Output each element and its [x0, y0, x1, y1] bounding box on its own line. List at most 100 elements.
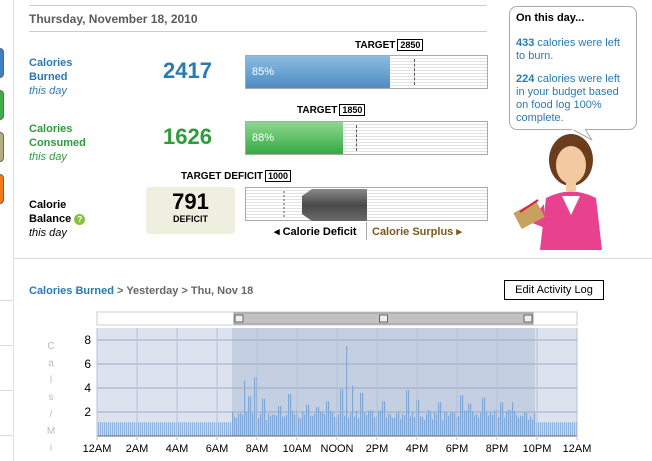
chart-bar: [206, 422, 208, 436]
chart-bar: [214, 422, 216, 436]
chart-bar: [122, 422, 124, 436]
chart-bar: [248, 396, 250, 436]
chart-bar: [512, 402, 514, 436]
chart-bar: [566, 422, 568, 436]
consumed-target-label: TARGET: [297, 105, 338, 116]
chart-x-tick-label: 4AM: [166, 443, 189, 455]
balance-label-line2: Balance: [29, 213, 72, 225]
chart-bar: [384, 401, 386, 436]
date-header: Thursday, November 18, 2010: [29, 12, 198, 26]
help-icon[interactable]: ?: [74, 213, 86, 225]
chart-bar: [364, 411, 366, 436]
chart-bar: [394, 417, 396, 436]
chart-bar: [502, 402, 504, 436]
chart-bar: [342, 389, 344, 436]
consumed-value: 1626: [163, 124, 212, 149]
chart-bar: [318, 407, 320, 436]
chart-bar: [380, 410, 382, 436]
consumed-label[interactable]: Calories Consumed this day: [29, 122, 86, 164]
chart-bar: [142, 422, 144, 436]
chart-bar: [280, 406, 282, 436]
calories-left-to-burn-text: calories were left to burn.: [516, 37, 620, 62]
chart-bar: [180, 422, 182, 436]
chart-bar: [332, 412, 334, 436]
chart-bar: [324, 413, 326, 436]
chart-bar: [104, 422, 106, 436]
chart-y-axis-title-char: /: [49, 409, 53, 420]
calorie-deficit-link[interactable]: ◂ Calorie Deficit: [274, 226, 357, 238]
chart-bar: [266, 420, 268, 436]
breadcrumb-yesterday-link[interactable]: Yesterday: [126, 285, 179, 297]
chart-bar: [406, 390, 408, 436]
chart-bar: [288, 394, 290, 436]
consumed-progress-bar: 88%: [245, 121, 488, 155]
chart-bar: [300, 418, 302, 436]
chart-bar: [480, 412, 482, 436]
chart-bar: [550, 422, 552, 436]
chart-bar: [212, 422, 214, 436]
chart-bar: [476, 414, 478, 436]
chart-bar: [340, 389, 342, 436]
burned-label[interactable]: Calories Burned this day: [29, 56, 72, 98]
chart-bar: [100, 422, 102, 436]
chart-bar: [242, 415, 244, 436]
chart-bar: [452, 412, 454, 436]
calorie-deficit-text: Calorie Deficit: [282, 226, 357, 238]
chart-bar: [432, 419, 434, 436]
chart-x-tick-label: 2AM: [126, 443, 149, 455]
chart-bar: [404, 415, 406, 436]
chart-bar: [522, 416, 524, 436]
chart-y-axis-title-char: C: [47, 341, 55, 352]
breadcrumb-calories-burned-link[interactable]: Calories Burned: [29, 285, 114, 297]
burned-label-line1: Calories: [29, 57, 73, 69]
chart-bar: [124, 422, 126, 436]
date-divider: [29, 31, 487, 32]
chart-bar: [208, 422, 210, 436]
chart-bar: [564, 422, 566, 436]
chart-bar: [110, 422, 112, 436]
chart-bar: [370, 410, 372, 436]
edit-activity-log-button[interactable]: Edit Activity Log: [504, 280, 604, 300]
deficit-value: 791: [172, 189, 209, 214]
chart-bar: [560, 422, 562, 436]
chart-bar: [258, 418, 260, 436]
chart-bar: [328, 401, 330, 436]
chart-bar: [192, 422, 194, 436]
chart-x-tick-label: 10PM: [523, 443, 552, 455]
chart-bar: [428, 409, 430, 436]
chart-bar: [244, 380, 246, 436]
chart-bar: [152, 422, 154, 436]
chart-bar: [162, 422, 164, 436]
chart-bar: [412, 412, 414, 436]
chart-bar: [276, 415, 278, 436]
chart-bar: [270, 416, 272, 436]
chart-bar: [126, 422, 128, 436]
burned-target: TARGET 2850: [355, 39, 424, 51]
chart-bar: [334, 417, 336, 436]
chart-y-tick-label: 4: [84, 381, 91, 395]
left-divider: [0, 390, 13, 391]
chart-bar: [322, 411, 324, 436]
breadcrumb-current-date: Thu, Nov 18: [190, 285, 254, 297]
chart-bar: [128, 422, 130, 436]
chart-bar: [304, 414, 306, 436]
chart-bar: [460, 395, 462, 436]
chart-bar: [254, 377, 256, 436]
chart-bar: [368, 410, 370, 436]
chart-bar: [402, 414, 404, 436]
burned-label-line2: Burned: [29, 71, 68, 83]
chart-bar: [420, 416, 422, 436]
chart-bar: [308, 404, 310, 436]
chart-bar: [382, 401, 384, 436]
chart-bar: [210, 422, 212, 436]
chart-bar: [134, 422, 136, 436]
chart-bar: [372, 410, 374, 436]
chart-bar: [492, 415, 494, 436]
chart-x-tick-label: 8PM: [486, 443, 509, 455]
calorie-surplus-link[interactable]: Calorie Surplus ▸: [372, 226, 462, 238]
chart-bar: [286, 414, 288, 436]
chart-bar: [506, 411, 508, 436]
chart-bar: [204, 422, 206, 436]
chart-bar: [238, 413, 240, 436]
chart-y-axis-title-char: l: [49, 375, 53, 386]
